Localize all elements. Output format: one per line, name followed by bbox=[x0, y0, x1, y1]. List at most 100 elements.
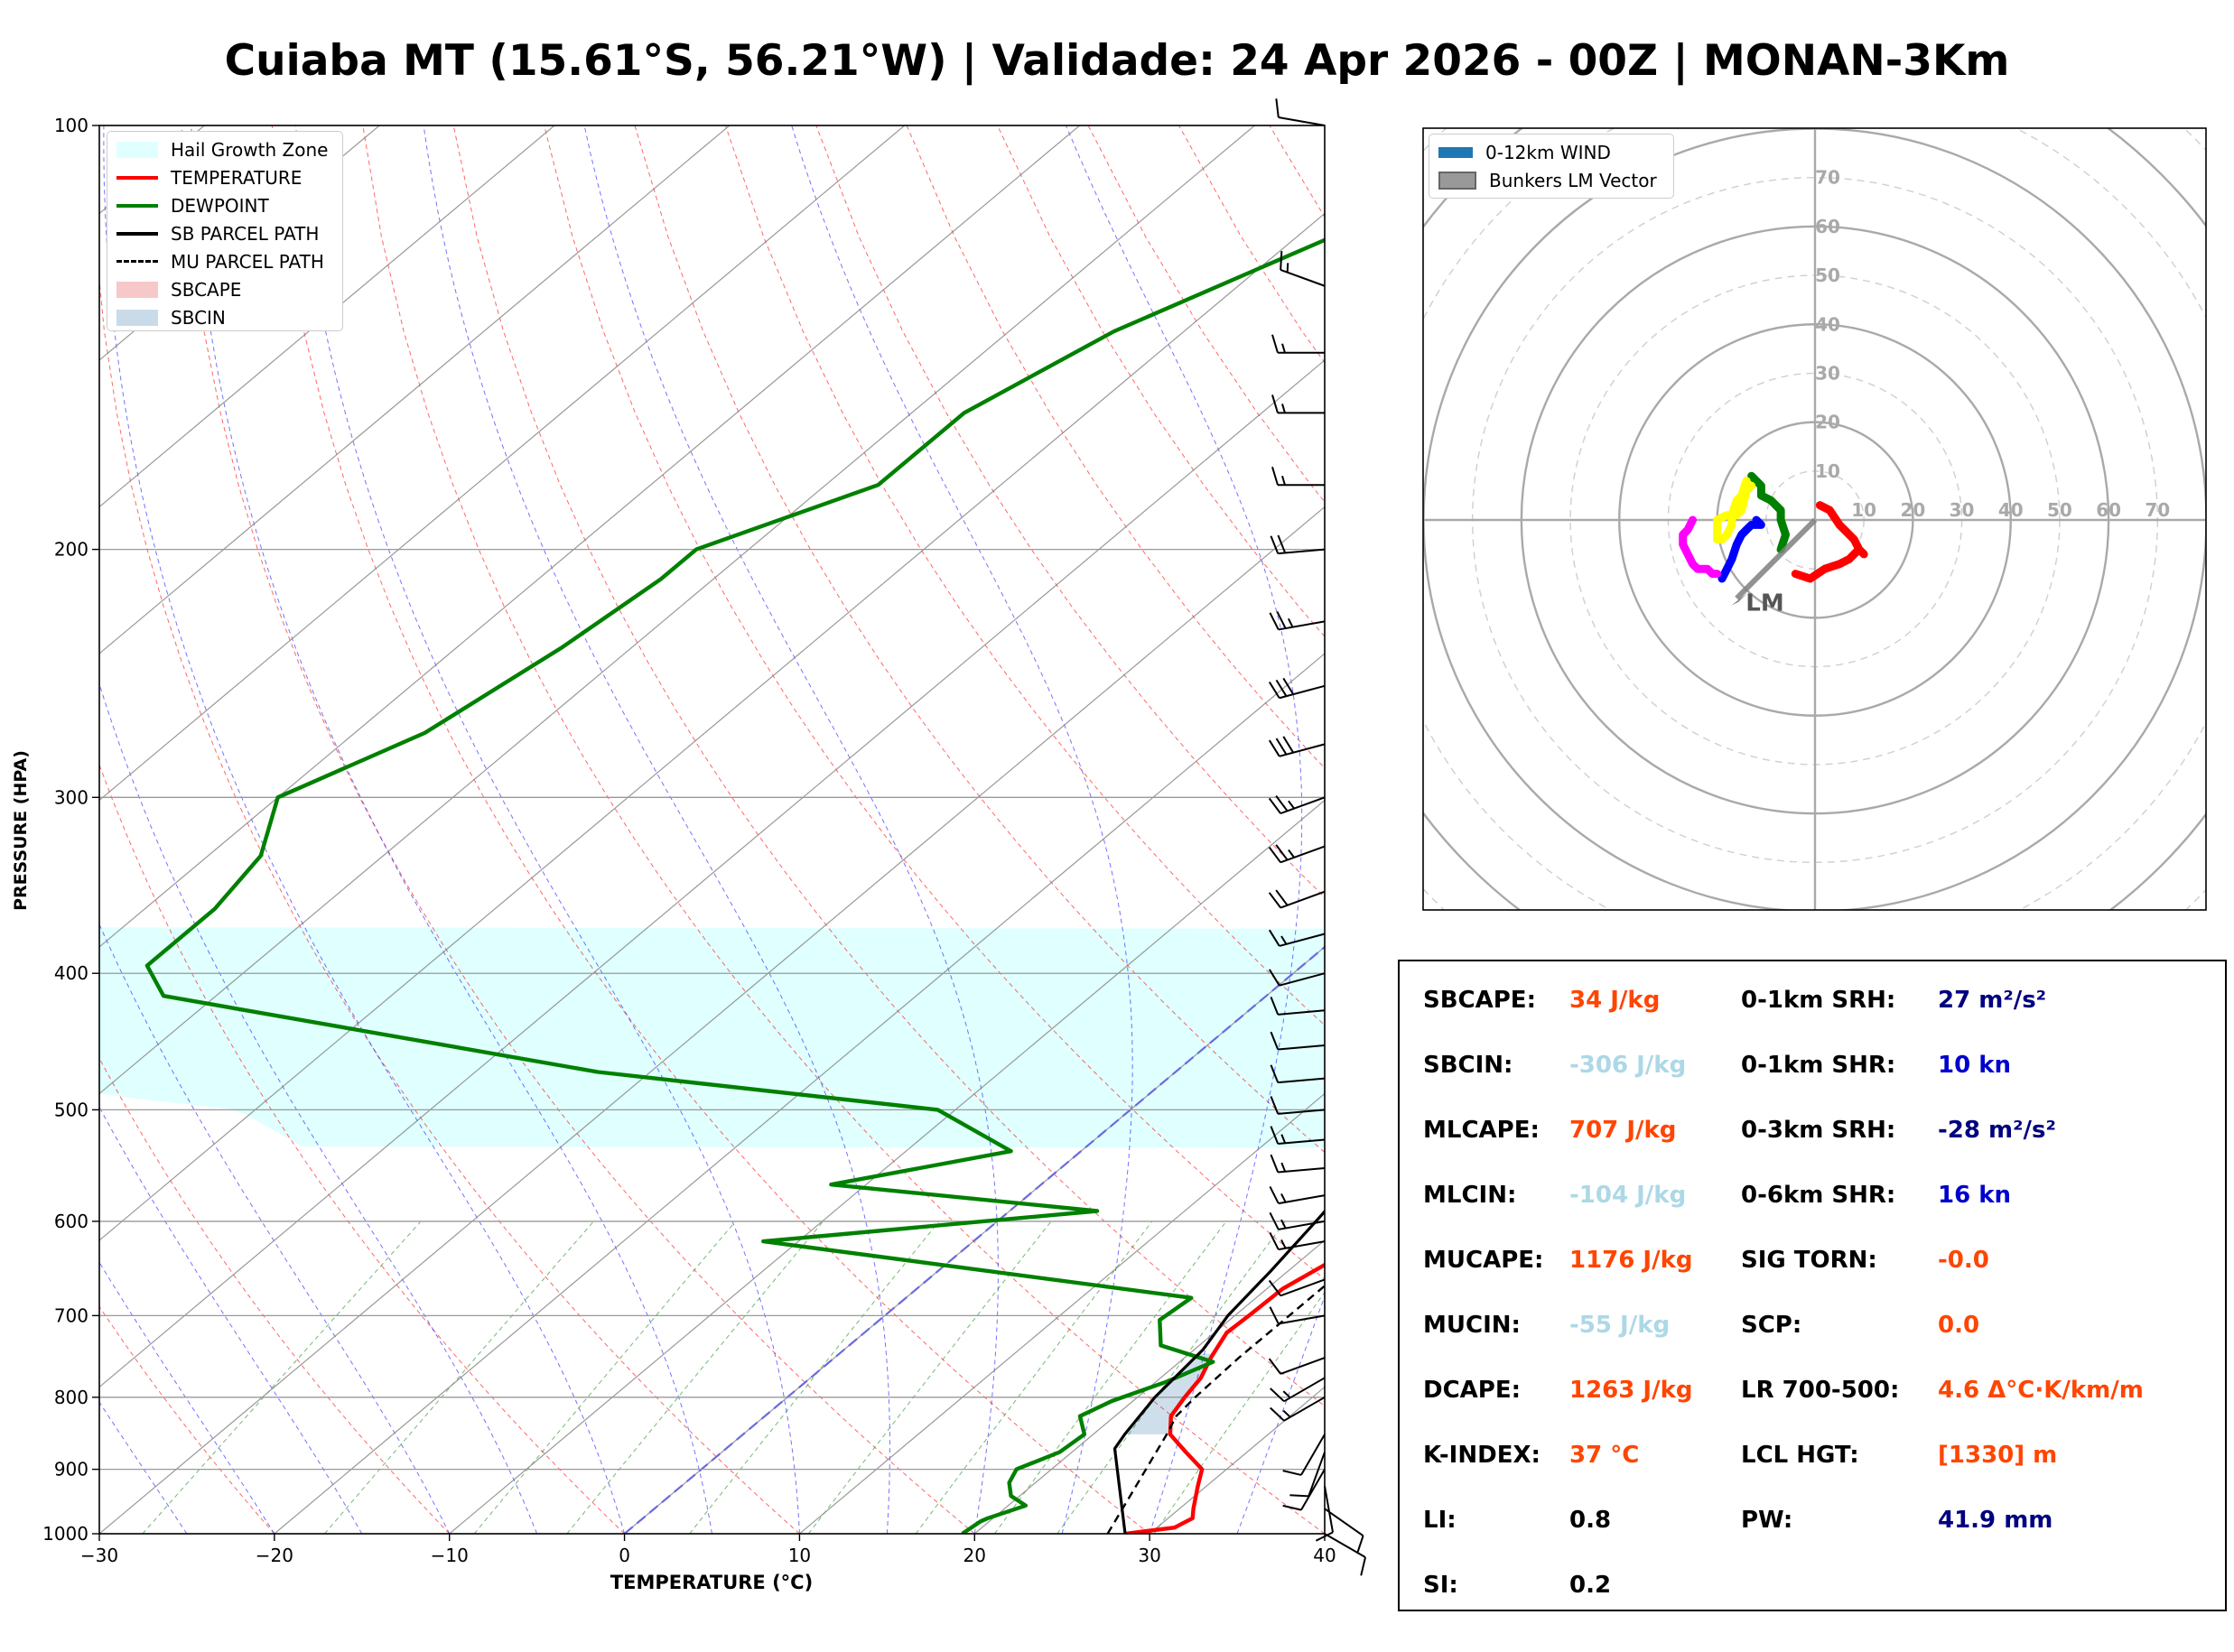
legend-label: SBCAPE bbox=[171, 278, 242, 301]
dry-adiabat bbox=[99, 1057, 451, 1534]
wind-barb bbox=[1315, 1486, 1335, 1542]
moist-adiabat bbox=[191, 125, 712, 1534]
isotherm bbox=[799, 1092, 1325, 1534]
legend-item: Hail Growth Zone bbox=[107, 135, 342, 163]
x-tick-label: −10 bbox=[431, 1545, 469, 1566]
param-label: PW: bbox=[1741, 1507, 1793, 1534]
moist-adiabat bbox=[583, 125, 999, 1534]
y-tick-label: 500 bbox=[54, 1099, 88, 1120]
wind-barb bbox=[1270, 534, 1326, 555]
hodograph-trace bbox=[1747, 471, 1790, 553]
y-tick-label: 600 bbox=[54, 1211, 88, 1232]
legend-label: MU PARCEL PATH bbox=[171, 250, 324, 273]
ring-label-x: 50 bbox=[2047, 499, 2072, 521]
param-label: SIG TORN: bbox=[1741, 1247, 1877, 1274]
param-label: LCL HGT: bbox=[1741, 1442, 1859, 1469]
legend-swatch bbox=[116, 175, 158, 180]
y-tick-label: 100 bbox=[54, 115, 88, 136]
param-label: SBCAPE: bbox=[1423, 987, 1536, 1014]
wind-barb bbox=[1282, 1434, 1326, 1476]
legend-item: SB PARCEL PATH bbox=[107, 219, 342, 247]
legend-swatch bbox=[1438, 171, 1476, 190]
param-label: MUCAPE: bbox=[1423, 1247, 1544, 1274]
param-label: 0-3km SRH: bbox=[1741, 1117, 1896, 1144]
ring-label-x: 20 bbox=[1900, 499, 1925, 521]
moist-adiabat bbox=[1236, 1295, 1325, 1534]
series-temperature bbox=[1124, 1262, 1325, 1534]
hodograph-frame bbox=[1422, 127, 2207, 911]
legend-item: MU PARCEL PATH bbox=[107, 247, 342, 275]
param-label: SCP: bbox=[1741, 1312, 1802, 1339]
legend-swatch bbox=[116, 141, 158, 158]
legend-swatch bbox=[116, 309, 158, 326]
wind-barb bbox=[1289, 1452, 1326, 1498]
ring-label-x: 10 bbox=[1851, 499, 1876, 521]
wind-barb bbox=[1269, 1186, 1326, 1205]
legend-label: Hail Growth Zone bbox=[171, 138, 329, 161]
hodograph-ring-minor bbox=[1423, 128, 2206, 910]
wind-barb bbox=[1271, 466, 1325, 487]
parameters-panel: SBCAPE: 34 J/kg SBCIN: -306 J/kg MLCAPE: 707 … bbox=[1398, 960, 2227, 1611]
bunkers-lm-vector bbox=[1735, 517, 1818, 600]
y-tick-label: 1000 bbox=[42, 1523, 88, 1545]
wind-barb bbox=[1324, 1508, 1364, 1555]
isotherm bbox=[973, 1239, 1325, 1534]
param-label: MLCAPE: bbox=[1423, 1117, 1540, 1144]
param-label: DCAPE: bbox=[1423, 1377, 1521, 1404]
wind-barb bbox=[1280, 251, 1326, 287]
legend-swatch bbox=[116, 231, 158, 236]
legend-swatch bbox=[1438, 146, 1473, 158]
dry-adiabat bbox=[271, 125, 1150, 1534]
y-tick-label: 400 bbox=[54, 962, 88, 984]
y-tick-label: 900 bbox=[54, 1459, 88, 1480]
param-value: -28 m²/s² bbox=[1938, 1117, 2056, 1144]
wind-barb bbox=[1269, 1211, 1326, 1230]
param-label: MUCIN: bbox=[1423, 1312, 1521, 1339]
legend-label: DEWPOINT bbox=[171, 194, 269, 217]
param-value: [1330] m bbox=[1938, 1442, 2058, 1469]
legend-item: DEWPOINT bbox=[107, 191, 342, 219]
param-value: 1263 J/kg bbox=[1569, 1377, 1693, 1404]
legend-label: 0-12km WIND bbox=[1485, 141, 1611, 163]
dry-adiabat bbox=[724, 125, 1325, 1026]
series-sb-parcel-path bbox=[1112, 1209, 1325, 1534]
wind-barb bbox=[1268, 969, 1326, 987]
dry-adiabat bbox=[99, 763, 625, 1534]
wind-barb bbox=[1270, 1396, 1326, 1422]
x-axis-label: TEMPERATURE (°C) bbox=[610, 1572, 813, 1593]
hodograph-trace bbox=[1679, 515, 1722, 579]
ring-label-y: 60 bbox=[1815, 216, 1840, 237]
ring-label-x: 30 bbox=[1950, 499, 1975, 521]
wind-barb bbox=[1275, 98, 1326, 126]
param-value: -104 J/kg bbox=[1569, 1182, 1687, 1209]
wind-barb bbox=[1268, 677, 1326, 700]
mixing-ratio-line bbox=[1056, 1220, 1286, 1534]
series-dewpoint bbox=[144, 237, 1325, 1534]
wind-barb bbox=[1268, 929, 1326, 947]
dry-adiabat bbox=[634, 125, 1325, 1154]
param-label: SI: bbox=[1423, 1572, 1458, 1599]
wind-barb bbox=[1271, 394, 1325, 414]
hodograph-trace bbox=[1791, 501, 1868, 583]
series-mu-parcel-path bbox=[1106, 1284, 1325, 1534]
wind-barb bbox=[1271, 334, 1325, 354]
legend-swatch bbox=[116, 203, 158, 208]
moist-adiabat bbox=[423, 125, 890, 1534]
mixing-ratio-line bbox=[566, 1220, 824, 1534]
y-tick-label: 700 bbox=[54, 1304, 88, 1326]
ring-label-x: 60 bbox=[2096, 499, 2121, 521]
legend-label: TEMPERATURE bbox=[171, 166, 303, 189]
param-value: -55 J/kg bbox=[1569, 1312, 1671, 1339]
x-tick-label: −30 bbox=[80, 1545, 118, 1566]
wind-barb bbox=[1270, 1064, 1326, 1084]
legend-item: TEMPERATURE bbox=[107, 163, 342, 191]
ring-label-y: 10 bbox=[1815, 460, 1840, 482]
y-tick-label: 200 bbox=[54, 539, 88, 561]
param-label: MLCIN: bbox=[1423, 1182, 1517, 1209]
param-label: K-INDEX: bbox=[1423, 1442, 1541, 1469]
legend-item: SBCIN bbox=[107, 303, 342, 331]
legend-label: SBCIN bbox=[171, 306, 226, 329]
ring-label-y: 20 bbox=[1815, 412, 1840, 433]
x-tick-label: 0 bbox=[619, 1545, 630, 1566]
isotherm bbox=[274, 653, 1325, 1534]
